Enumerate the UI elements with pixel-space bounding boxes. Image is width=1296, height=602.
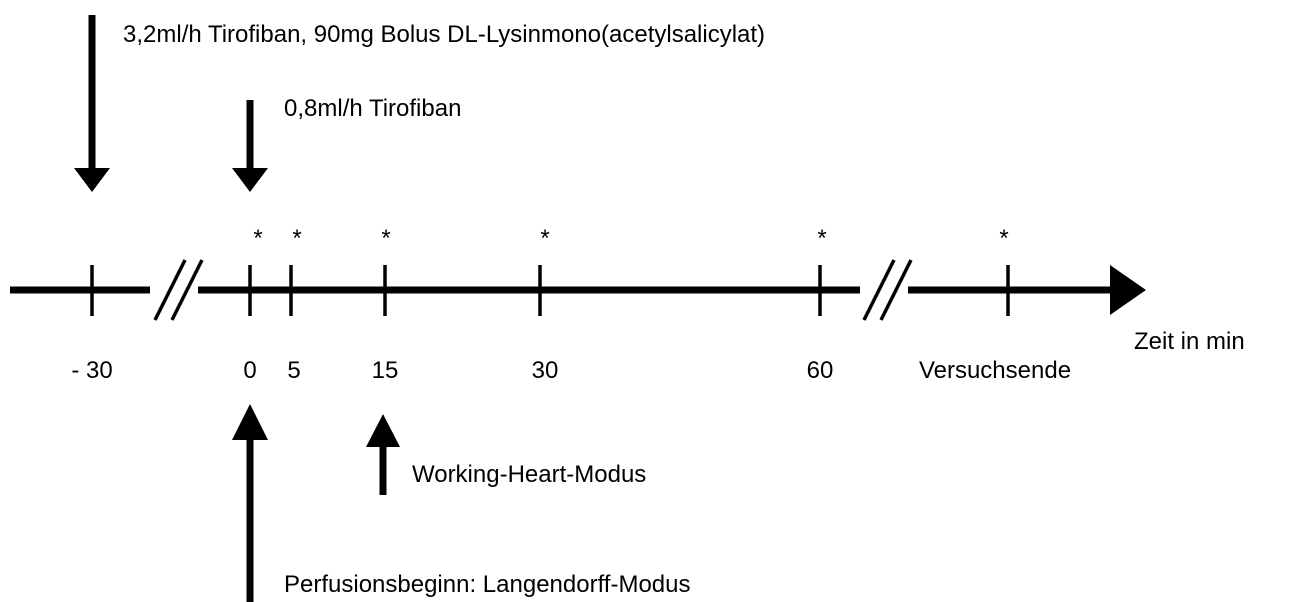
break-slash [879, 259, 913, 321]
sample-marker: * [817, 225, 826, 252]
axis-label: Zeit in min [1134, 328, 1245, 355]
arrow-head [232, 404, 268, 440]
sample-marker: * [381, 225, 390, 252]
annotation: 3,2ml/h Tirofiban, 90mg Bolus DL-Lysinmo… [123, 21, 765, 48]
annotation: 0,8ml/h Tirofiban [284, 95, 461, 122]
axis-breaks [150, 259, 913, 321]
break-slash [153, 259, 187, 321]
tick-label: 0 [243, 357, 256, 384]
arrows [74, 15, 400, 602]
break-gap [860, 280, 908, 300]
sample-marker: * [292, 225, 301, 252]
axis-arrowhead [1110, 265, 1146, 315]
tick-label: 15 [372, 357, 399, 384]
sample-marker: * [540, 225, 549, 252]
arrow-head [74, 168, 110, 192]
break-slash [862, 259, 896, 321]
sample-marker: * [999, 225, 1008, 252]
tick-label: - 30 [71, 357, 112, 384]
ticks [90, 265, 1010, 316]
tick-label: 60 [807, 357, 834, 384]
break-slash [170, 259, 204, 321]
tick-label: 30 [532, 357, 559, 384]
tick-label: 5 [287, 357, 300, 384]
annotation: Working-Heart-Modus [412, 461, 646, 488]
annotation: Perfusionsbeginn: Langendorff-Modus [284, 571, 691, 598]
arrow-head [366, 414, 400, 447]
tick-label: Versuchsende [919, 357, 1071, 384]
sample-marker: * [253, 225, 262, 252]
arrow-head [232, 168, 268, 192]
